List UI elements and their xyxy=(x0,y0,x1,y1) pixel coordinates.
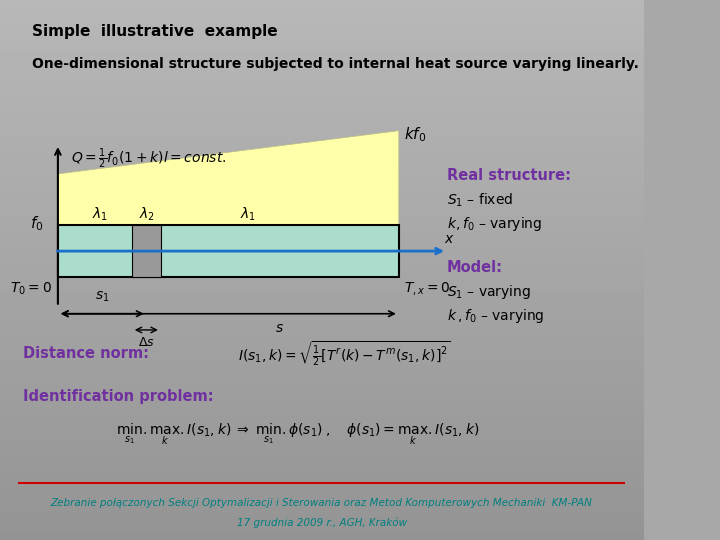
Text: Model:: Model: xyxy=(447,260,503,275)
Text: $\lambda_1$: $\lambda_1$ xyxy=(91,206,108,223)
Text: $k, f_0$ – varying: $k, f_0$ – varying xyxy=(447,215,542,233)
Text: Real structure:: Real structure: xyxy=(447,168,571,183)
Bar xyxy=(132,225,161,277)
Text: One-dimensional structure subjected to internal heat source varying linearly.: One-dimensional structure subjected to i… xyxy=(32,57,639,71)
Text: $x$: $x$ xyxy=(444,232,455,246)
Text: Zebranie połączonych Sekcji Optymalizacji i Sterowania oraz Metod Komputerowych : Zebranie połączonych Sekcji Optymalizacj… xyxy=(50,498,593,508)
Text: $I(s_1,k) = \sqrt{\frac{1}{2}[T^r(k) - T^m(s_1,k)]^2}$: $I(s_1,k) = \sqrt{\frac{1}{2}[T^r(k) - T… xyxy=(238,340,451,368)
Text: $T_{,x}=0$: $T_{,x}=0$ xyxy=(404,280,451,298)
Text: $S_1$ – varying: $S_1$ – varying xyxy=(447,282,531,301)
Polygon shape xyxy=(58,131,399,225)
Text: $Q = \frac{1}{2} f_0(1+k)l = const.$: $Q = \frac{1}{2} f_0(1+k)l = const.$ xyxy=(71,146,226,171)
Text: $s$: $s$ xyxy=(275,321,284,335)
Text: 17 grudnia 2009 r., AGH, Kraków: 17 grudnia 2009 r., AGH, Kraków xyxy=(237,517,407,528)
Text: $\underset{s_1}{\min}.\underset{k}{\max}.I(s_1,k)\;\Rightarrow\;\underset{s_1}{\: $\underset{s_1}{\min}.\underset{k}{\max}… xyxy=(116,422,479,447)
Text: $\Delta s$: $\Delta s$ xyxy=(138,336,155,349)
Text: $T_0=0$: $T_0=0$ xyxy=(9,281,51,297)
Text: Distance norm:: Distance norm: xyxy=(22,346,148,361)
Bar xyxy=(58,225,399,277)
Text: $\lambda_1$: $\lambda_1$ xyxy=(240,206,256,223)
Text: Identification problem:: Identification problem: xyxy=(22,389,213,404)
Text: Simple  illustrative  example: Simple illustrative example xyxy=(32,24,278,39)
Text: $k\,, f_0$ – varying: $k\,, f_0$ – varying xyxy=(447,307,544,325)
Text: $S_1$ – fixed: $S_1$ – fixed xyxy=(447,191,513,208)
Text: $kf_0$: $kf_0$ xyxy=(404,126,426,144)
Text: $s_1$: $s_1$ xyxy=(95,289,109,304)
Text: $f_0$: $f_0$ xyxy=(30,215,44,233)
Text: $\lambda_2$: $\lambda_2$ xyxy=(139,206,155,223)
